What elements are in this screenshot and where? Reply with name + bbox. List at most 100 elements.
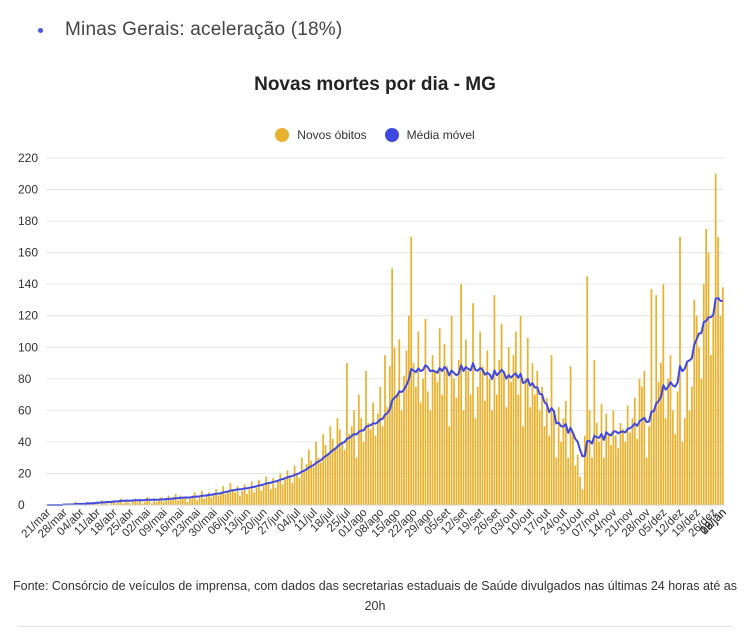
bar-novos-obitos: [664, 418, 667, 505]
bar-novos-obitos: [422, 378, 424, 505]
bar-novos-obitos: [529, 407, 531, 505]
bar-novos-obitos: [465, 339, 467, 505]
y-tick-label: 60: [18, 403, 32, 417]
bar-novos-obitos: [217, 495, 220, 505]
bar-novos-obitos: [272, 478, 275, 505]
bar-novos-obitos: [329, 426, 332, 505]
bar-novos-obitos: [600, 404, 603, 505]
bar-novos-obitos: [510, 381, 512, 505]
y-tick-label: 180: [18, 214, 38, 228]
bar-novos-obitos: [258, 479, 260, 505]
bar-novos-obitos: [338, 429, 341, 505]
bar-novos-obitos: [655, 295, 658, 505]
bar-novos-obitos: [603, 457, 605, 505]
bar-novos-obitos: [543, 426, 546, 505]
bar-novos-obitos: [260, 490, 263, 505]
bar-novos-obitos: [286, 470, 289, 505]
bar-novos-obitos: [341, 441, 344, 505]
bar-novos-obitos: [548, 435, 551, 505]
y-tick-label: 100: [18, 340, 38, 354]
bar-novos-obitos: [365, 370, 367, 505]
bar-novos-obitos: [303, 470, 305, 505]
bar-novos-obitos: [610, 445, 612, 505]
bar-novos-obitos: [484, 400, 486, 505]
bar-novos-obitos: [476, 386, 479, 505]
bar-novos-obitos: [189, 498, 191, 505]
bar-novos-obitos: [714, 173, 717, 505]
bar-novos-obitos: [557, 407, 560, 505]
bar-novos-obitos: [572, 434, 574, 505]
bar-novos-obitos: [534, 394, 536, 505]
bar-novos-obitos: [415, 386, 417, 505]
bar-novos-obitos: [193, 492, 196, 505]
bar-novos-obitos: [379, 386, 382, 505]
bar-novos-obitos: [583, 435, 586, 505]
legend-item-novos-obitos[interactable]: Novos óbitos: [275, 128, 367, 142]
y-tick-label: 140: [18, 277, 38, 291]
y-tick-label: 200: [18, 183, 38, 197]
bar-novos-obitos: [605, 413, 608, 505]
bar-novos-obitos: [136, 501, 139, 505]
bar-novos-obitos: [541, 386, 543, 505]
bar-novos-obitos: [619, 422, 622, 505]
bar-novos-obitos: [660, 363, 662, 505]
bar-novos-obitos: [239, 495, 241, 505]
bar-novos-obitos: [146, 497, 148, 505]
bar-novos-obitos: [222, 486, 225, 505]
bar-novos-obitos: [277, 481, 279, 505]
bar-novos-obitos: [246, 493, 248, 505]
bar-novos-obitos: [412, 363, 415, 505]
bar-novos-obitos: [581, 489, 584, 505]
y-tick-label: 80: [18, 372, 32, 386]
bar-novos-obitos: [248, 489, 251, 505]
bar-novos-obitos: [398, 339, 401, 505]
bar-novos-obitos: [614, 435, 617, 505]
legend-item-media-movel[interactable]: Média móvel: [384, 128, 475, 142]
bar-novos-obitos: [450, 315, 453, 505]
bar-novos-obitos: [253, 492, 256, 505]
bar-novos-obitos: [462, 410, 465, 505]
bar-novos-obitos: [324, 445, 327, 505]
bar-novos-obitos: [629, 432, 631, 505]
bar-novos-obitos: [486, 350, 489, 505]
bar-novos-obitos: [438, 328, 441, 505]
bar-novos-obitos: [617, 448, 619, 505]
bar-novos-obitos: [227, 490, 229, 505]
bar-novos-obitos: [564, 400, 567, 505]
bar-novos-obitos: [117, 501, 120, 505]
bar-novos-obitos: [588, 410, 591, 505]
bar-novos-obitos: [384, 355, 386, 505]
bar-novos-obitos: [336, 418, 339, 505]
bar-novos-obitos: [574, 465, 577, 505]
bar-novos-obitos: [702, 284, 705, 505]
bar-novos-obitos: [281, 484, 284, 505]
bar-novos-obitos: [522, 426, 524, 505]
bar-novos-obitos: [512, 355, 515, 505]
bar-novos-obitos: [362, 441, 365, 505]
bar-novos-obitos: [407, 315, 410, 505]
bar-novos-obitos: [348, 434, 351, 505]
bar-novos-obitos: [308, 449, 310, 505]
bar-novos-obitos: [120, 498, 122, 505]
bar-novos-obitos: [700, 378, 703, 505]
bar-novos-obitos: [719, 315, 722, 505]
bar-novos-obitos: [419, 402, 422, 505]
y-tick-label: 40: [18, 435, 32, 449]
y-tick-label: 20: [18, 466, 32, 480]
chart-title: Novas mortes por dia - MG: [254, 74, 496, 95]
bar-novos-obitos: [177, 500, 179, 505]
bar-novos-obitos: [622, 429, 624, 505]
bar-novos-obitos: [148, 500, 151, 505]
bar-novos-obitos: [467, 370, 470, 505]
bar-novos-obitos: [170, 500, 172, 505]
bar-novos-obitos: [127, 501, 129, 505]
bar-novos-obitos: [231, 489, 234, 505]
bar-novos-obitos: [129, 503, 132, 505]
bar-novos-obitos: [236, 486, 239, 505]
bar-novos-obitos: [650, 288, 653, 505]
bar-novos-obitos: [386, 407, 389, 505]
bar-novos-obitos: [514, 331, 517, 505]
bar-novos-obitos: [434, 370, 436, 505]
bottom-divider: [18, 626, 732, 627]
bar-novos-obitos: [322, 434, 325, 505]
